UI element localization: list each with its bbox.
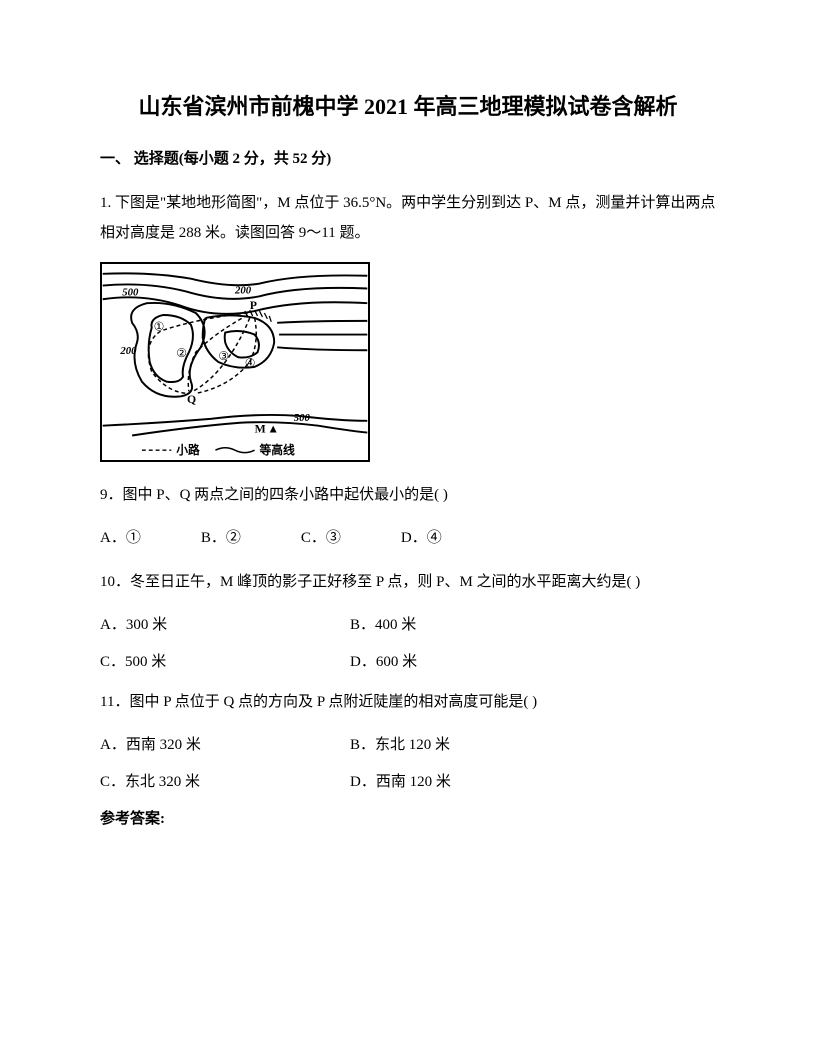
point-q: Q [187,393,196,406]
point-m: M [255,423,266,436]
q10-opt-b: B．400 米 [350,613,600,634]
contour-label-500a: 500 [122,286,139,298]
q11-opt-c: C．东北 320 米 [100,770,350,791]
q9-opt-d: D．④ [401,526,442,547]
q11-opt-a: A．西南 320 米 [100,733,350,754]
legend-dashed: 小路 [175,443,200,457]
q10-opt-c: C．500 米 [100,650,350,671]
section-header: 一、 选择题(每小题 2 分，共 52 分) [100,147,716,168]
contour-diagram: 500 200 200 500 P Q M ▲ ① ② ③ ④ 小路 等高线 [100,262,370,462]
contour-label-500b: 500 [294,412,311,424]
q9-opt-a: A．① [100,526,141,547]
question-9: 9．图中 P、Q 两点之间的四条小路中起伏最小的是( ) [100,480,716,510]
answer-reference: 参考答案: [100,807,716,828]
legend-contour: 等高线 [259,443,295,457]
mark-4: ④ [245,357,256,370]
contour-label-200a: 200 [234,284,252,296]
mark-2: ② [176,347,187,360]
q11-opt-b: B．东北 120 米 [350,733,600,754]
q11-opt-d: D．西南 120 米 [350,770,600,791]
mark-1: ① [154,321,165,334]
page-title: 山东省滨州市前槐中学 2021 年高三地理模拟试卷含解析 [100,90,716,123]
question-intro: 1. 下图是"某地地形简图"，M 点位于 36.5°N。两中学生分别到达 P、M… [100,188,716,248]
question-11-options: A．西南 320 米 B．东北 120 米 C．东北 320 米 D．西南 12… [100,733,716,791]
contour-label-200b: 200 [119,345,137,357]
point-p: P [250,299,257,312]
q9-opt-c: C．③ [301,526,341,547]
q9-opt-b: B．② [201,526,241,547]
question-9-options: A．① B．② C．③ D．④ [100,526,716,547]
question-10: 10．冬至日正午，M 峰顶的影子正好移至 P 点，则 P、M 之间的水平距离大约… [100,567,716,597]
q10-opt-a: A．300 米 [100,613,350,634]
q10-opt-d: D．600 米 [350,650,600,671]
question-10-options: A．300 米 B．400 米 C．500 米 D．600 米 [100,613,716,671]
m-triangle: ▲ [267,423,279,436]
question-11: 11．图中 P 点位于 Q 点的方向及 P 点附近陡崖的相对高度可能是( ) [100,687,716,717]
mark-3: ③ [218,350,229,363]
